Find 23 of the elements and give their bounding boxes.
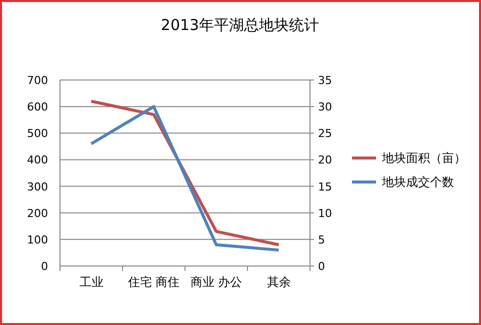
- y-tick-label: 600: [27, 100, 48, 114]
- y-tick-label: 400: [27, 154, 48, 167]
- y-tick-label: 700: [27, 74, 48, 87]
- y-tick-label: 300: [27, 180, 48, 194]
- y-tick-label: 200: [27, 206, 48, 220]
- y-tick-label: 0: [41, 260, 48, 273]
- y2-tick-label: 0: [318, 260, 325, 273]
- chart-title: 2013年平湖总地块统计: [160, 16, 320, 34]
- y-tick-label: 500: [27, 127, 48, 140]
- y2-tick-label: 25: [318, 127, 332, 140]
- x-tick-label: 其余: [266, 275, 291, 289]
- y2-tick-label: 5: [318, 233, 325, 246]
- y2-tick-label: 30: [318, 100, 332, 114]
- legend-label: 地块成交个数: [381, 175, 454, 189]
- y2-tick-label: 35: [318, 74, 332, 87]
- y2-tick-label: 20: [318, 154, 332, 167]
- y2-tick-label: 10: [318, 206, 332, 220]
- x-tick-label: 商业 办公: [190, 275, 242, 289]
- y2-tick-label: 15: [318, 180, 332, 194]
- x-tick-label: 住宅 商住: [126, 275, 180, 289]
- legend-label: 地块面积（亩）: [381, 151, 466, 165]
- y-tick-label: 100: [27, 233, 48, 246]
- x-tick-label: 工业: [79, 275, 104, 289]
